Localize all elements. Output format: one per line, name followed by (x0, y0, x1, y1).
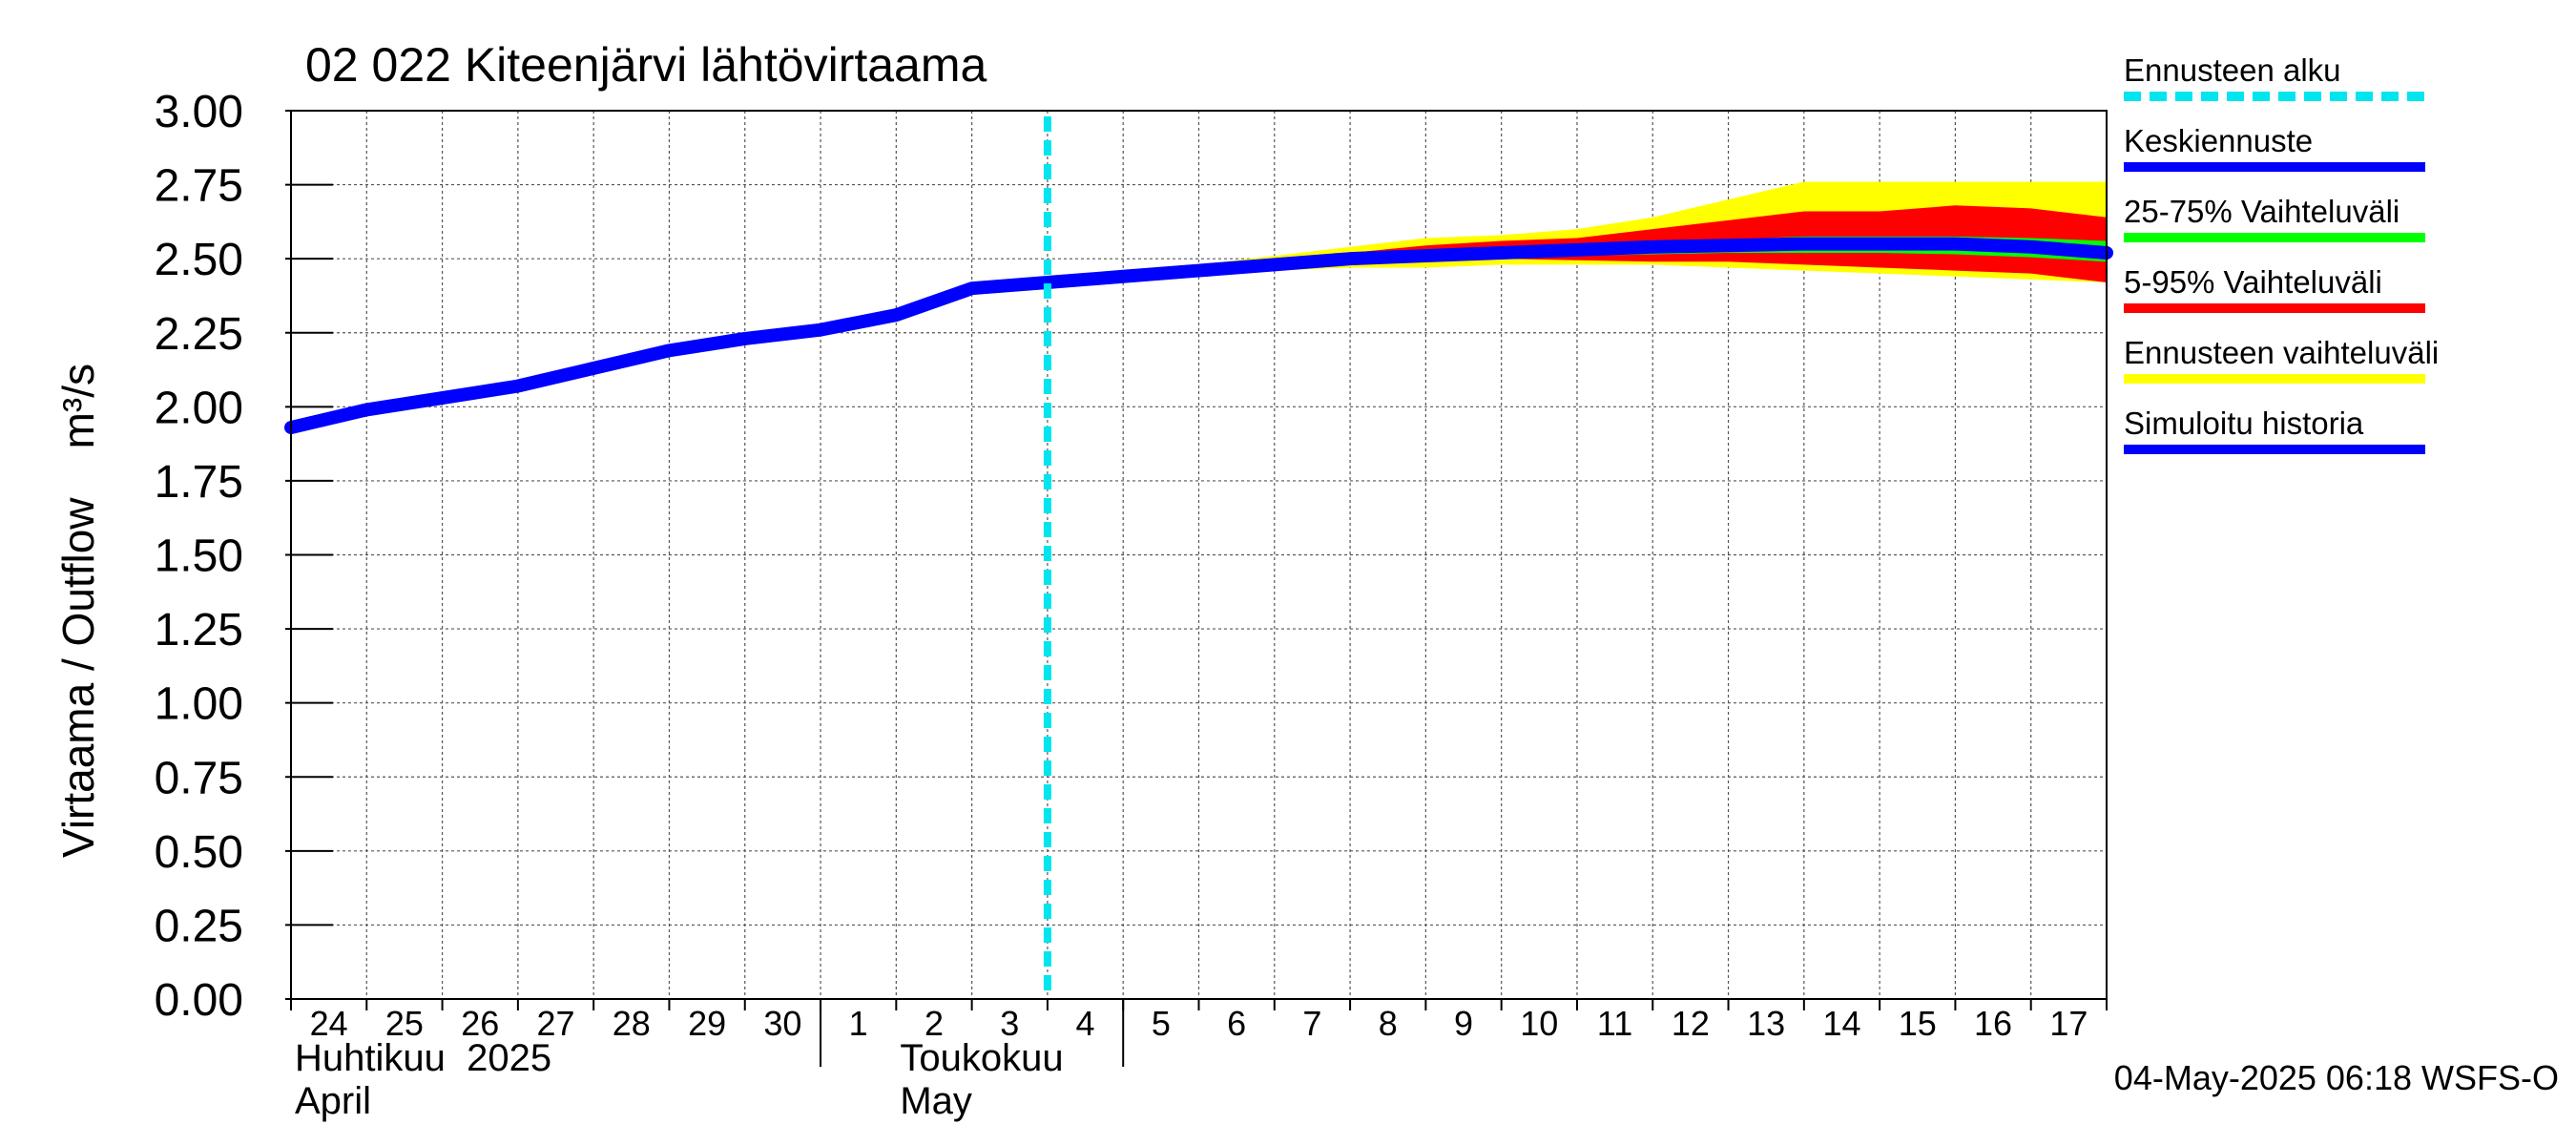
x-tick-label: 14 (1822, 1004, 1860, 1043)
y-tick-label: 0.75 (155, 753, 243, 803)
x-tick-label: 5 (1152, 1004, 1171, 1043)
series-simuloitu-historia (284, 275, 1054, 435)
x-tick-label: 26 (461, 1004, 499, 1043)
x-tick-label: 30 (763, 1004, 801, 1043)
month-label-en: May (900, 1080, 972, 1122)
x-tick-label: 11 (1597, 1004, 1632, 1043)
x-tick-label: 8 (1379, 1004, 1398, 1043)
y-tick-label: 0.50 (155, 827, 243, 878)
x-axis: 24 25 26 27 28 29 30 1 2 3 4 5 6 7 8 9 10 11 12 13 14 15 16 17H… (290, 999, 2108, 1122)
x-tick-label: 16 (1974, 1004, 2012, 1043)
x-tick-label: 3 (1000, 1004, 1019, 1043)
month-label-en: April (295, 1080, 371, 1122)
x-tick-label: 27 (536, 1004, 574, 1043)
legend-label: 5-95% Vaihteluväli (2124, 264, 2382, 300)
x-tick-label: 9 (1454, 1004, 1473, 1043)
footer-timestamp: 04-May-2025 06:18 WSFS-O (2114, 1058, 2559, 1097)
month-label-fi: Huhtikuu 2025 (295, 1037, 551, 1079)
chart-title: 02 022 Kiteenjärvi lähtövirtaama (305, 38, 987, 92)
y-tick-label: 1.00 (155, 679, 243, 730)
y-tick-label: 2.25 (155, 309, 243, 360)
y-tick-label: 1.50 (155, 531, 243, 582)
x-tick-label: 1 (849, 1004, 868, 1043)
y-axis: 0.00 0.25 0.50 0.75 1.00 1.25 1.50 1.75 2.00 2.25… (155, 87, 333, 1026)
x-tick-label: 10 (1520, 1004, 1558, 1043)
legend-label: Keskiennuste (2124, 123, 2313, 158)
y-tick-label: 2.75 (155, 161, 243, 212)
x-tick-label: 12 (1672, 1004, 1710, 1043)
x-tick-label: 7 (1302, 1004, 1321, 1043)
x-tick-label: 29 (688, 1004, 726, 1043)
y-tick-label: 3.00 (155, 87, 243, 137)
y-tick-label: 1.75 (155, 457, 243, 508)
y-tick-label: 0.00 (155, 975, 243, 1026)
legend-label: Ennusteen vaihteluväli (2124, 335, 2439, 370)
y-tick-label: 2.00 (155, 383, 243, 433)
x-tick-label: 15 (1899, 1004, 1937, 1043)
x-tick-label: 17 (2049, 1004, 2088, 1043)
y-tick-label: 1.25 (155, 605, 243, 656)
month-label-fi: Toukokuu (900, 1037, 1063, 1079)
x-tick-label: 13 (1747, 1004, 1785, 1043)
x-tick-label: 25 (385, 1004, 424, 1043)
x-tick-label: 6 (1227, 1004, 1246, 1043)
x-tick-label: 4 (1076, 1004, 1095, 1043)
series-lines (284, 116, 2113, 999)
series-keskiennuste (1040, 237, 2113, 289)
y-tick-label: 0.25 (155, 901, 243, 951)
legend-label: Ennusteen alku (2124, 52, 2341, 88)
x-tick-label: 28 (613, 1004, 651, 1043)
x-tick-label: 24 (310, 1004, 348, 1043)
y-axis-label: Virtaama / Outflow m³/s (53, 364, 103, 858)
legend-label: 25-75% Vaihteluväli (2124, 194, 2399, 229)
x-tick-label: 2 (924, 1004, 944, 1043)
legend: Ennusteen alku Keskiennuste 25-75% Vaihtel… (2124, 52, 2439, 454)
y-tick-label: 2.50 (155, 235, 243, 285)
legend-label: Simuloitu historia (2124, 406, 2364, 441)
